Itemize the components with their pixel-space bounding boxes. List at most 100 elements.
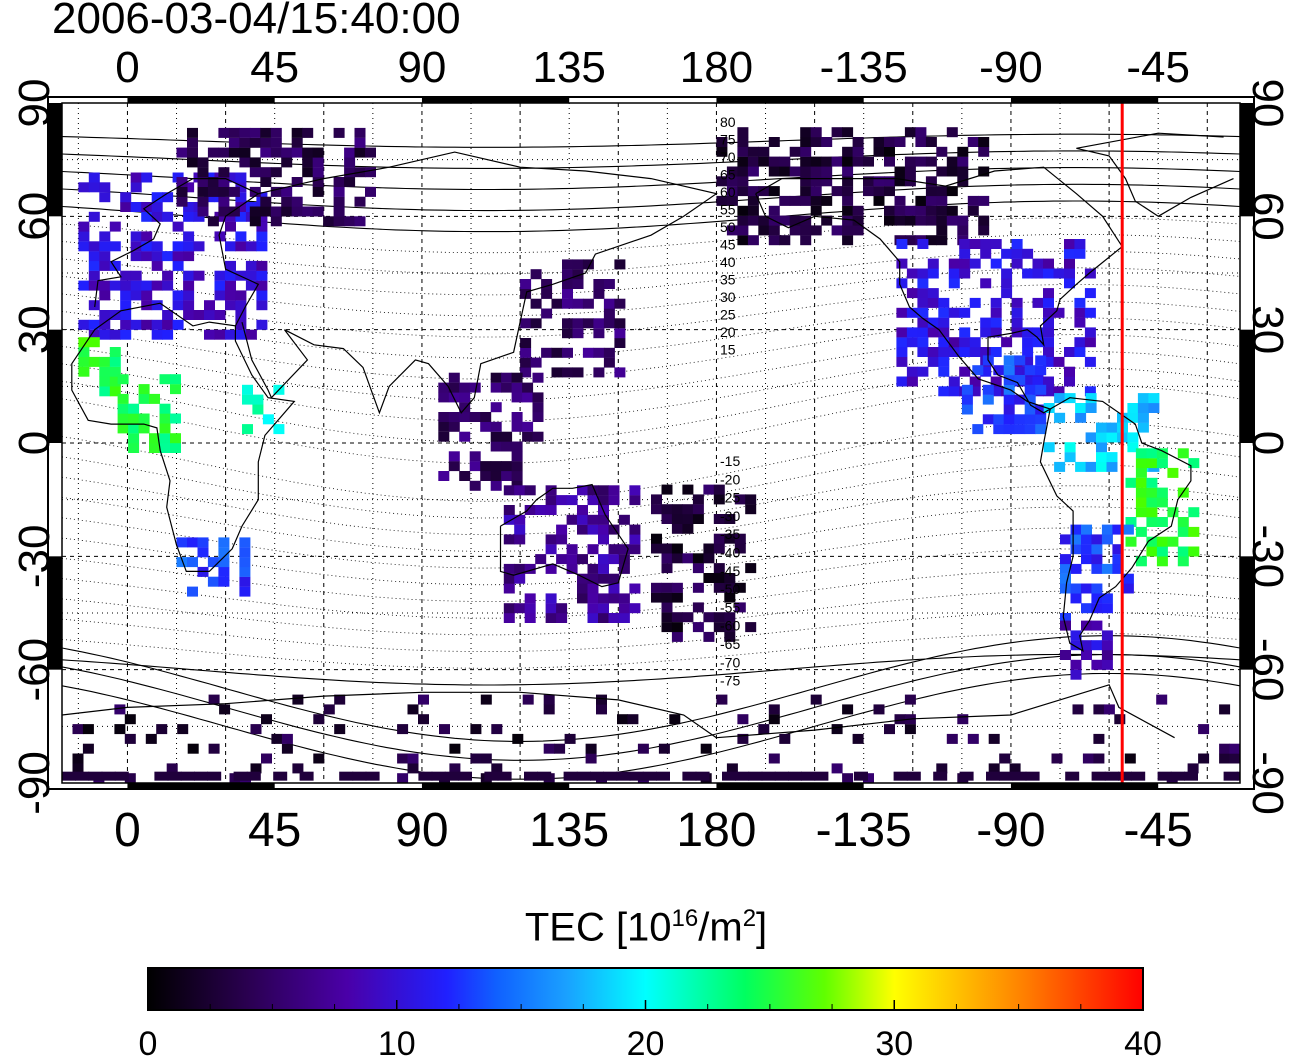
timestamp-title: 2006-03-04/15:40:00	[52, 0, 461, 43]
mag-lat-label: 35	[720, 272, 736, 288]
tec-cell	[990, 307, 1002, 318]
tec-cell	[239, 547, 251, 558]
tec-cell	[239, 157, 251, 168]
tec-cell	[72, 724, 84, 735]
tec-cell	[603, 308, 615, 319]
tec-cell	[671, 612, 683, 623]
tec-cell	[863, 186, 874, 197]
tec-cell	[490, 480, 502, 491]
tec-cell	[183, 300, 195, 311]
tec-cell	[333, 127, 345, 138]
tec-cell	[556, 534, 568, 545]
tec-cell	[800, 137, 812, 147]
tec-cell	[532, 372, 544, 383]
tec-cell	[235, 231, 247, 242]
tec-cell	[734, 602, 746, 613]
tec-cell	[260, 137, 272, 148]
tec-cell	[577, 593, 588, 604]
tec-cell	[1043, 297, 1054, 308]
tec-cell	[193, 211, 205, 222]
tec-cell	[651, 582, 662, 593]
tec-cell	[162, 280, 174, 291]
tec-cell	[946, 166, 958, 177]
tec-cell	[1146, 477, 1158, 488]
tec-cell	[312, 177, 324, 187]
tec-cell	[596, 694, 607, 705]
tec-cell	[925, 215, 937, 226]
tec-cell	[915, 215, 927, 226]
tec-cell	[128, 433, 140, 444]
tec-cell	[407, 763, 419, 774]
tec-cell	[1053, 386, 1065, 397]
tec-cell	[197, 547, 209, 558]
tec-cell	[120, 270, 132, 281]
tec-cell	[397, 773, 409, 783]
tec-cell	[768, 714, 780, 725]
tec-cell	[344, 177, 356, 187]
tec-cell	[852, 733, 864, 744]
tec-cell	[587, 495, 599, 506]
tec-cell	[779, 733, 791, 744]
tec-cell	[1091, 771, 1106, 781]
tec-cell	[1177, 526, 1189, 537]
tec-cell	[511, 372, 523, 383]
tec-cell	[629, 485, 641, 496]
tec-cell	[1081, 544, 1092, 555]
tec-cell	[842, 176, 854, 187]
tec-cell	[312, 147, 324, 158]
tec-cell	[1137, 393, 1149, 404]
tec-cell	[245, 329, 257, 340]
tec-cell	[618, 554, 630, 565]
tec-cell	[566, 563, 578, 574]
tec-cell	[511, 451, 523, 462]
tec-cell	[545, 544, 557, 555]
tec-cell	[587, 485, 599, 496]
tec-cell	[590, 771, 604, 781]
tec-cell	[747, 235, 759, 246]
tec-cell	[281, 733, 293, 744]
tec-cell	[661, 622, 673, 633]
lat-tick-left: 30	[10, 305, 59, 354]
lat-tick-right: -90	[1243, 751, 1292, 815]
tec-cell	[151, 211, 163, 222]
tec-cell	[936, 166, 948, 177]
tec-cell	[120, 310, 132, 320]
tec-cell	[162, 251, 174, 262]
tec-cell	[1104, 771, 1119, 781]
tec-cell	[990, 258, 1002, 269]
tec-cell	[572, 318, 584, 329]
tec-cell	[768, 156, 780, 167]
tec-cell	[661, 543, 673, 554]
tec-cell	[459, 412, 471, 422]
tec-cell	[1167, 536, 1179, 547]
tec-cell	[726, 763, 738, 774]
tec-cell	[938, 337, 950, 348]
tec-cell	[724, 622, 736, 633]
tec-cell	[608, 554, 620, 565]
tec-cell	[503, 505, 515, 515]
tec-cell	[1024, 384, 1036, 395]
tec-cell	[551, 298, 563, 309]
tec-cell	[218, 196, 230, 207]
tec-cell	[193, 270, 205, 281]
tec-cell	[197, 167, 209, 178]
tec-cell	[1060, 613, 1071, 623]
tec-cell	[491, 763, 503, 774]
tec-cell	[873, 195, 885, 206]
tec-cell	[735, 771, 750, 781]
tec-cell	[503, 573, 515, 584]
tec-cell	[449, 763, 461, 774]
tec-cell	[469, 382, 481, 393]
coastline	[1039, 397, 1192, 652]
tec-cell	[842, 225, 854, 236]
tec-cell	[821, 195, 833, 206]
tec-cell	[999, 771, 1014, 781]
tec-cell	[260, 206, 272, 217]
tec-cell	[713, 514, 725, 524]
tec-cell	[852, 225, 864, 236]
magnetic-contour	[62, 632, 1240, 669]
tec-cell	[927, 268, 939, 279]
tec-cell	[669, 714, 681, 725]
tec-cell	[187, 147, 198, 158]
map-frame	[47, 96, 1255, 790]
